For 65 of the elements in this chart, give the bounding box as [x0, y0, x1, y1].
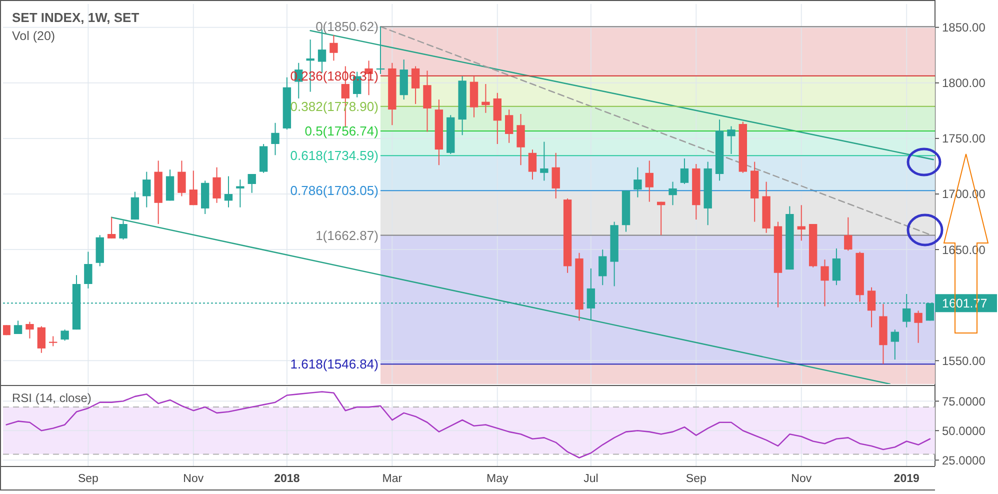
candlestick: [224, 176, 233, 208]
text: SET INDEX, 1W, SET: [12, 10, 140, 25]
candlestick: [914, 310, 922, 344]
candlestick: [271, 122, 280, 156]
candlestick: [189, 170, 198, 206]
candlestick: [645, 160, 654, 202]
candlestick: [482, 84, 490, 114]
candlestick: [423, 70, 432, 132]
candlestick: [680, 158, 689, 184]
candlestick: [212, 166, 221, 204]
chart-title: RSI (14, close): [12, 391, 92, 405]
candlestick: [890, 329, 900, 360]
ref-line-label: 1(1662.87): [316, 228, 378, 243]
candlestick: [14, 320, 22, 334]
x-tick-label: Sep: [78, 473, 98, 485]
candlestick: [540, 141, 548, 182]
candlestick: [130, 191, 140, 220]
candlestick: [411, 66, 420, 104]
candlestick: [178, 160, 186, 197]
ref-line-label: 0.618(1734.59): [290, 148, 378, 164]
line-series: [6, 391, 931, 458]
candlestick: [552, 152, 560, 199]
x-tick-label: Nov: [183, 473, 204, 485]
ref-line-label: 1.618(1546.84): [290, 356, 378, 372]
x-tick-label: 2018: [274, 473, 300, 485]
y-tick-label: 1850.00: [942, 20, 986, 35]
candlestick: [528, 149, 537, 180]
y-tick-label: 50.0000: [942, 424, 986, 438]
candlestick: [330, 34, 338, 62]
x-tick-label: May: [486, 473, 508, 485]
candlestick: [668, 181, 677, 206]
candlestick: [797, 204, 806, 242]
candlestick: [119, 220, 128, 240]
candlestick: [504, 109, 514, 144]
y-tick-label: 1550.00: [942, 354, 986, 368]
y-tick-label: 75.0000: [942, 394, 986, 408]
candlestick: [832, 248, 841, 286]
x-tick-label: Nov: [791, 473, 812, 485]
candlestick: [26, 321, 34, 339]
candlestick: [236, 179, 244, 208]
ref-line-label: 0(1850.62): [316, 19, 378, 34]
candlestick: [820, 259, 829, 307]
x-tick-label: 2019: [894, 473, 920, 485]
x-tick-label: Mar: [382, 473, 402, 485]
candlestick: [598, 249, 607, 286]
candlestick: [37, 326, 46, 354]
candlestick: [867, 286, 876, 328]
candlestick: [60, 329, 69, 342]
y-tick-label: 1750.00: [942, 132, 986, 146]
y-tick-label: 25.0000: [942, 453, 986, 468]
text: Vol (20): [12, 29, 56, 43]
x-tick-label: Sep: [686, 473, 706, 485]
x-tick-label: Jul: [584, 473, 598, 485]
candlestick: [516, 114, 525, 166]
ref-line-label: 0.786(1703.05): [290, 183, 378, 198]
candlestick: [84, 251, 92, 289]
candlestick: [493, 92, 502, 144]
candlestick: [634, 166, 642, 198]
candlestick: [727, 126, 736, 154]
candlestick: [142, 171, 151, 208]
y-tick-label: 1800.00: [942, 76, 986, 90]
candlestick: [107, 216, 116, 239]
candlestick: [844, 216, 852, 252]
ref-line-label: 0.5(1756.74): [304, 124, 378, 139]
candlestick: [248, 174, 256, 194]
